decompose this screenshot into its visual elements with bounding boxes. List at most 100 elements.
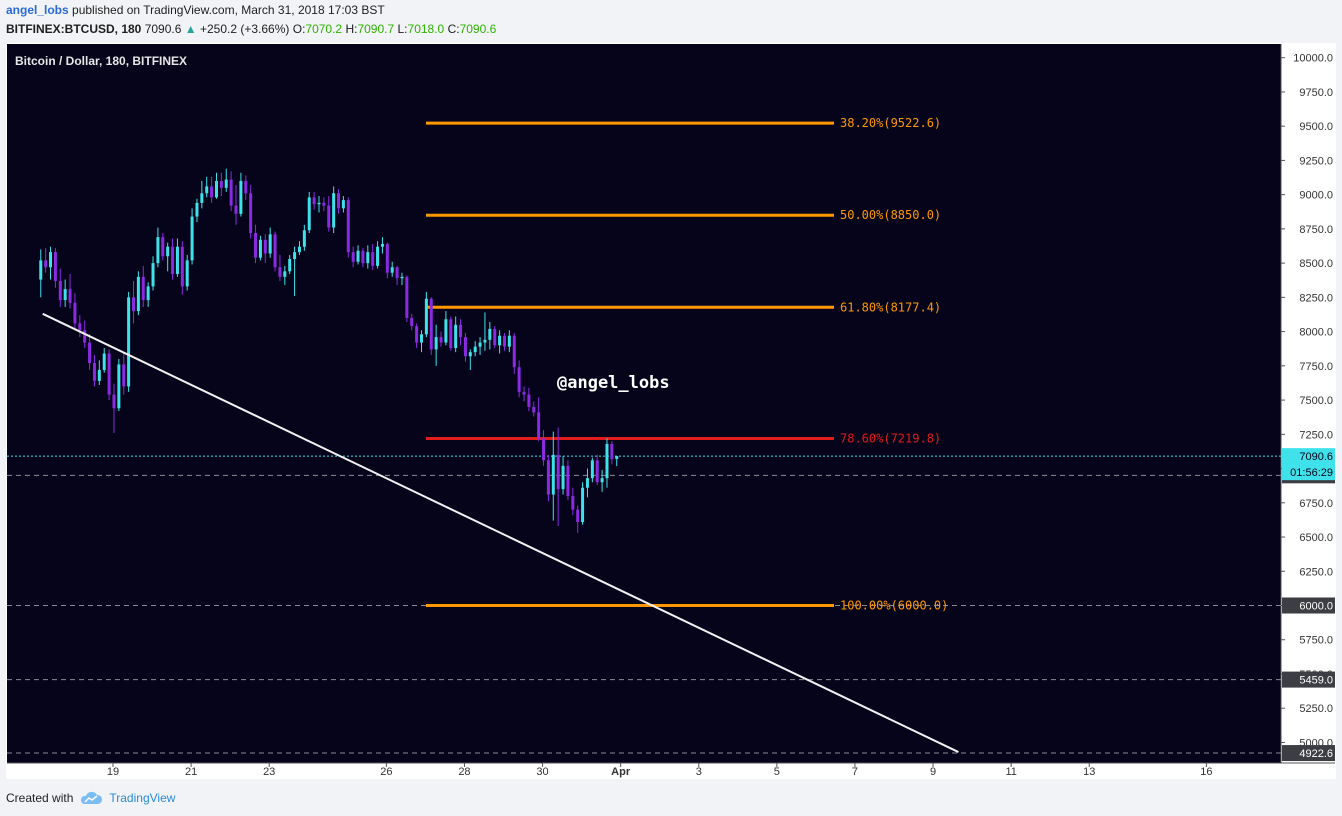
candle[interactable]	[288, 254, 292, 275]
candle[interactable]	[49, 246, 53, 280]
candle[interactable]	[376, 241, 380, 269]
candle[interactable]	[327, 196, 331, 232]
candle[interactable]	[180, 241, 184, 295]
candle[interactable]	[561, 456, 565, 495]
candle[interactable]	[415, 323, 419, 349]
candle[interactable]	[346, 197, 350, 258]
candle[interactable]	[302, 224, 306, 251]
candle[interactable]	[190, 208, 194, 265]
candle[interactable]	[283, 265, 287, 286]
candle[interactable]	[351, 246, 355, 268]
candle[interactable]	[151, 256, 155, 291]
candle[interactable]	[53, 248, 57, 288]
candle[interactable]	[493, 326, 497, 349]
candle[interactable]	[551, 431, 555, 521]
candle[interactable]	[434, 324, 438, 366]
candle[interactable]	[210, 176, 214, 203]
candle[interactable]	[63, 279, 67, 307]
candle[interactable]	[312, 191, 316, 210]
candle[interactable]	[463, 332, 467, 362]
candle[interactable]	[517, 360, 521, 398]
candle[interactable]	[214, 172, 218, 199]
candle[interactable]	[478, 337, 482, 355]
candle[interactable]	[224, 168, 228, 192]
candle[interactable]	[229, 171, 233, 212]
candle[interactable]	[405, 275, 409, 323]
candle[interactable]	[127, 291, 131, 392]
candle[interactable]	[400, 272, 404, 286]
tradingview-link[interactable]: TradingView	[109, 791, 176, 805]
candle[interactable]	[556, 427, 560, 527]
candle[interactable]	[537, 397, 541, 442]
candle[interactable]	[498, 330, 502, 354]
candle[interactable]	[161, 232, 165, 261]
candle[interactable]	[97, 360, 101, 386]
candle[interactable]	[244, 175, 248, 201]
candle[interactable]	[171, 238, 175, 280]
candle[interactable]	[581, 482, 585, 525]
candle[interactable]	[337, 189, 341, 214]
candle[interactable]	[390, 261, 394, 277]
candle[interactable]	[341, 196, 345, 213]
candle[interactable]	[273, 231, 277, 272]
candle[interactable]	[219, 172, 223, 197]
plot-area[interactable]	[7, 44, 1281, 763]
candle[interactable]	[146, 282, 150, 307]
candle[interactable]	[263, 234, 267, 264]
candle[interactable]	[58, 268, 62, 307]
candle[interactable]	[488, 322, 492, 350]
candle[interactable]	[185, 254, 189, 291]
candle[interactable]	[278, 254, 282, 281]
candle[interactable]	[507, 330, 511, 353]
candle[interactable]	[44, 248, 48, 273]
candle[interactable]	[366, 245, 370, 269]
candle[interactable]	[542, 430, 546, 466]
chart-container[interactable]: 38.20%(9522.6) 50.00%(8850.0) 61.80%(8177.…	[6, 43, 1336, 779]
candle[interactable]	[92, 354, 96, 387]
candle[interactable]	[610, 441, 614, 465]
candle[interactable]	[166, 242, 170, 272]
candle[interactable]	[380, 237, 384, 254]
candle[interactable]	[473, 341, 477, 357]
candle[interactable]	[117, 358, 121, 412]
candle[interactable]	[590, 457, 594, 483]
candle[interactable]	[615, 456, 619, 467]
candle[interactable]	[136, 271, 140, 316]
candle[interactable]	[429, 297, 433, 355]
candle[interactable]	[571, 487, 575, 516]
candle[interactable]	[317, 196, 321, 213]
candle[interactable]	[73, 293, 77, 329]
candle[interactable]	[293, 246, 297, 296]
candle[interactable]	[361, 248, 365, 268]
candle[interactable]	[468, 349, 472, 370]
candle[interactable]	[522, 386, 526, 402]
candle[interactable]	[502, 332, 506, 351]
candle[interactable]	[410, 313, 414, 331]
candle[interactable]	[395, 265, 399, 286]
candle[interactable]	[546, 454, 550, 502]
candle[interactable]	[385, 242, 389, 279]
candle[interactable]	[132, 280, 136, 324]
candle[interactable]	[239, 172, 243, 217]
candle[interactable]	[322, 197, 326, 212]
candle[interactable]	[156, 227, 160, 268]
candle[interactable]	[512, 332, 516, 375]
candle[interactable]	[576, 505, 580, 533]
candle[interactable]	[307, 191, 311, 233]
candle[interactable]	[371, 243, 375, 270]
trendline[interactable]	[42, 312, 959, 753]
candle[interactable]	[200, 180, 204, 209]
candle[interactable]	[459, 319, 463, 346]
candle[interactable]	[605, 438, 609, 488]
candle[interactable]	[112, 383, 116, 433]
candle[interactable]	[258, 235, 262, 261]
price-axis[interactable]	[1281, 44, 1335, 763]
candle[interactable]	[268, 227, 272, 258]
candle[interactable]	[595, 454, 599, 485]
candle[interactable]	[68, 274, 72, 309]
candle[interactable]	[454, 316, 458, 353]
candle[interactable]	[585, 468, 589, 498]
author-link[interactable]: angel_lobs	[6, 3, 69, 17]
candle[interactable]	[107, 349, 111, 401]
candle[interactable]	[527, 387, 531, 412]
